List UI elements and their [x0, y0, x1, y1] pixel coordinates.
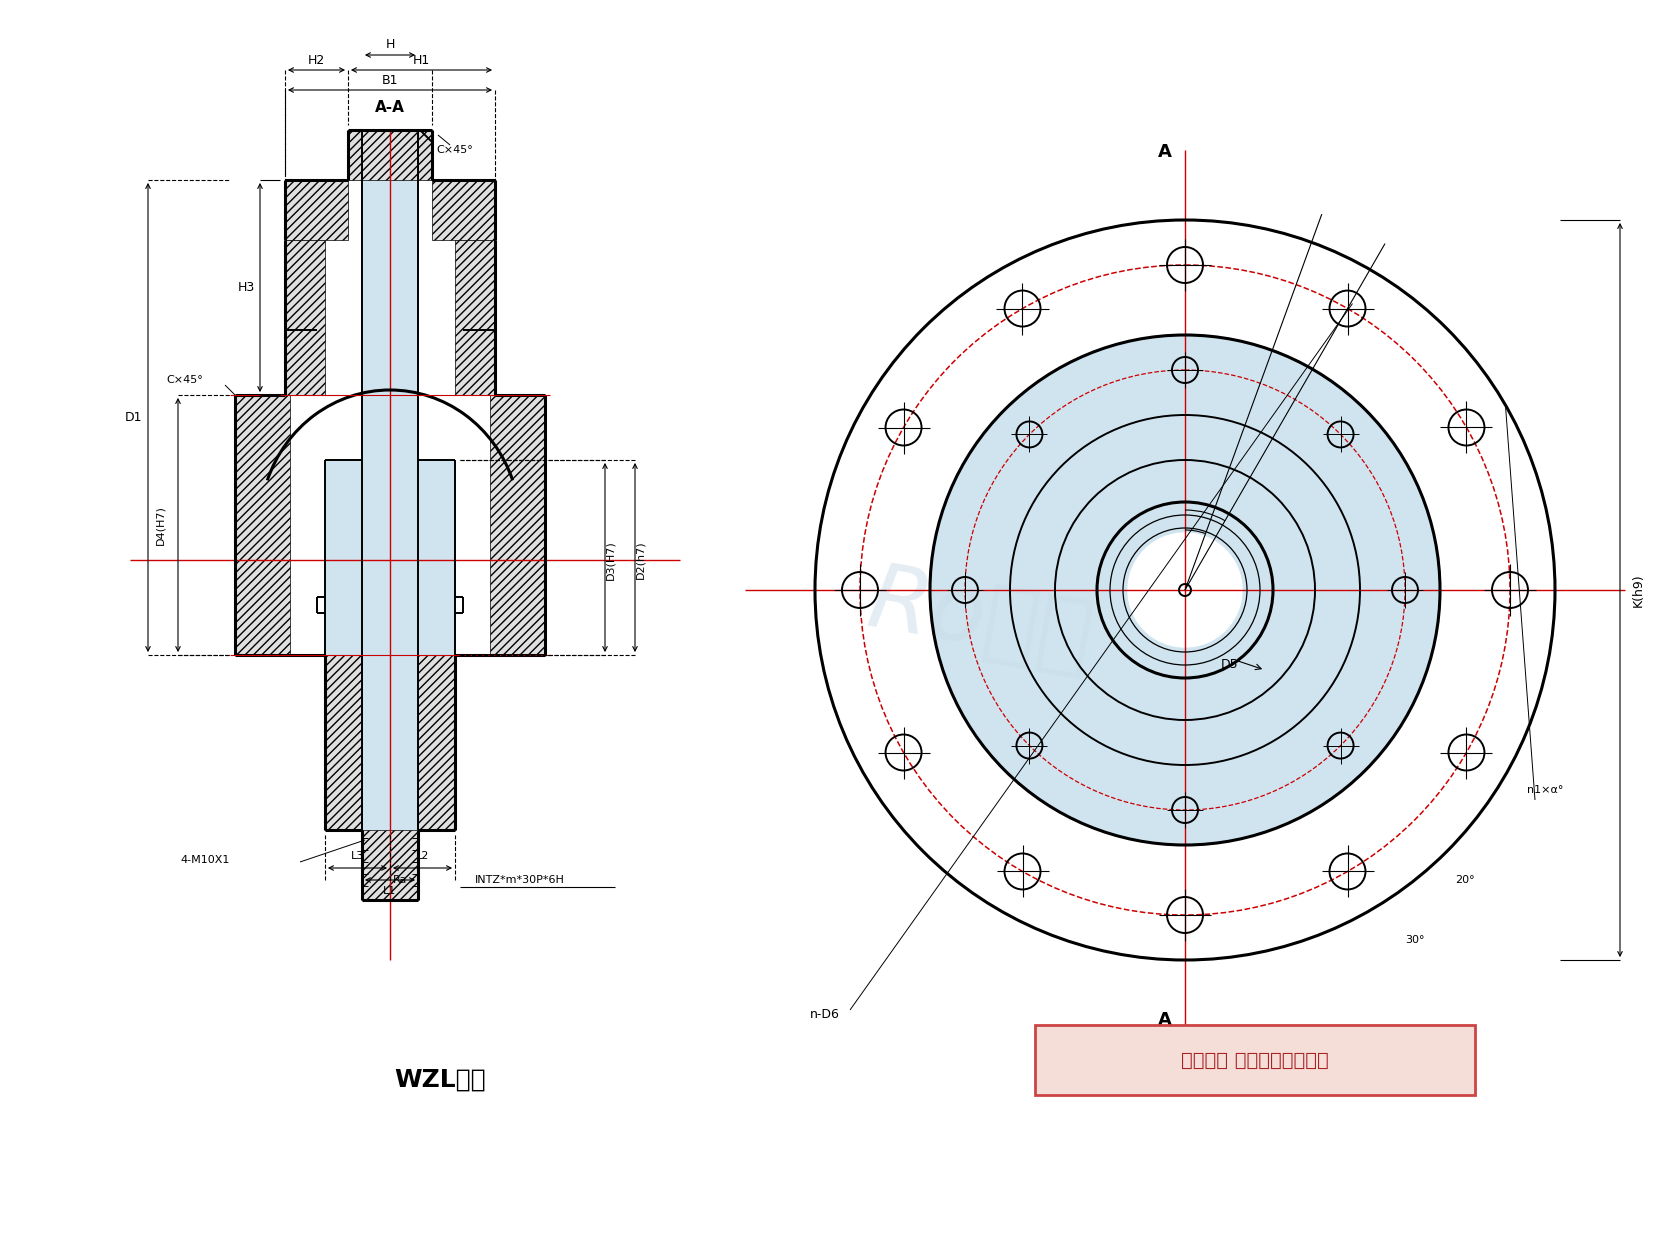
Text: D5: D5 [1221, 659, 1238, 672]
Text: D3(H7): D3(H7) [605, 541, 615, 580]
Text: L2: L2 [417, 850, 428, 861]
Text: L3: L3 [351, 850, 365, 861]
Bar [455, 239, 496, 394]
Text: H1: H1 [413, 53, 430, 67]
Text: K(h9): K(h9) [1631, 573, 1645, 607]
Text: Ra: Ra [393, 874, 407, 885]
Bar [418, 655, 455, 830]
Text: C×45°: C×45° [437, 145, 474, 155]
Bar [348, 130, 432, 180]
Text: A-A: A-A [375, 101, 405, 116]
Circle shape [1127, 533, 1242, 646]
Text: INTZ*m*30P*6H: INTZ*m*30P*6H [475, 874, 564, 885]
Circle shape [931, 335, 1440, 845]
Text: 30°: 30° [1404, 935, 1425, 945]
Bar [1035, 1024, 1475, 1095]
Bar [432, 180, 496, 239]
Text: 20°: 20° [1455, 874, 1475, 885]
Bar [286, 239, 324, 394]
Bar [361, 830, 418, 900]
Text: D1: D1 [126, 411, 143, 425]
Text: C×45°: C×45° [166, 375, 203, 386]
Text: A: A [1158, 1011, 1173, 1029]
Bar [286, 180, 348, 239]
Text: WZL系列: WZL系列 [395, 1068, 486, 1092]
Text: H2: H2 [307, 53, 326, 67]
Bar [361, 130, 418, 830]
Bar [235, 394, 291, 655]
Bar [491, 394, 544, 655]
Text: D2(h7): D2(h7) [635, 541, 645, 580]
Text: L1: L1 [383, 886, 396, 896]
Text: 4-M10X1: 4-M10X1 [180, 856, 230, 866]
Text: 版权所有 侵权必被严厉追究: 版权所有 侵权必被严厉追究 [1181, 1051, 1329, 1070]
Bar [324, 460, 455, 655]
Text: D4(H7): D4(H7) [155, 505, 165, 544]
Text: H: H [385, 39, 395, 52]
Text: n1×α°: n1×α° [1527, 785, 1562, 795]
Text: H3: H3 [237, 281, 255, 294]
Text: A: A [1158, 142, 1173, 161]
Text: Ro公司: Ro公司 [860, 557, 1099, 683]
Text: n-D6: n-D6 [810, 1008, 840, 1022]
Text: B1: B1 [381, 73, 398, 87]
Bar [324, 655, 361, 830]
